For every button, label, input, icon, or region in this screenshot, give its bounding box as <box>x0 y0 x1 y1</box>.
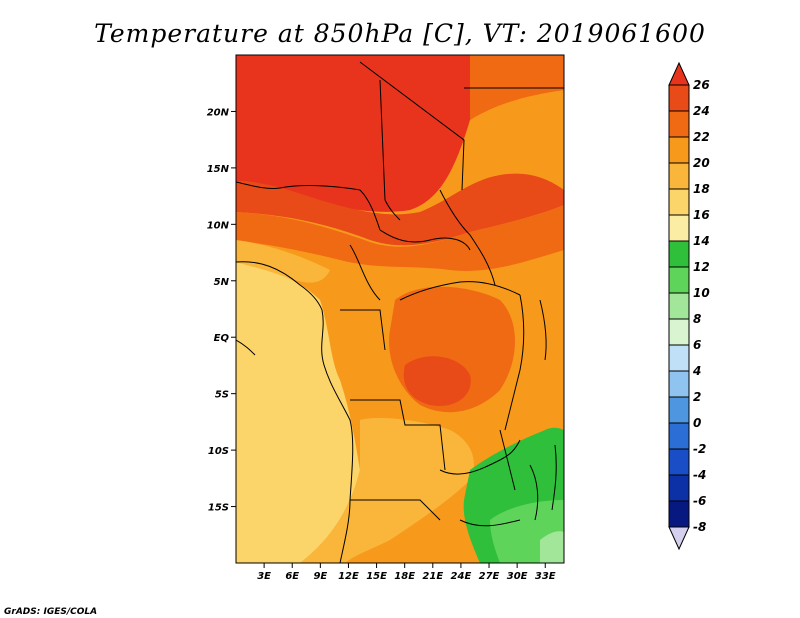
x-tick-label: 9E <box>313 571 327 582</box>
colorbar-segment <box>668 266 690 294</box>
colorbar-label: 2 <box>693 390 701 404</box>
borders <box>236 61 564 563</box>
colorbar-label: -4 <box>693 468 706 482</box>
colorbar-segment <box>668 188 690 216</box>
colorbar-label: 6 <box>693 338 701 352</box>
y-tick-label: 20N <box>207 107 230 118</box>
colorbar-segment <box>668 448 690 476</box>
colorbar-label: -6 <box>693 494 706 508</box>
colorbar-label: 26 <box>693 78 710 92</box>
colorbar-label: 22 <box>693 130 710 144</box>
colorbar-segment <box>668 500 690 528</box>
colorbar-label: 24 <box>693 104 710 118</box>
colorbar-top-arrow <box>668 61 690 86</box>
x-tick-label: 24E <box>451 571 472 582</box>
x-tick-label: 33E <box>535 571 556 582</box>
colorbar-segment <box>668 318 690 346</box>
y-tick-label: 10N <box>207 220 230 231</box>
colorbar-label: 10 <box>693 286 710 300</box>
colorbar-segment <box>668 214 690 242</box>
y-tick-label: EQ <box>214 333 230 344</box>
colorbar-label: 0 <box>693 416 701 430</box>
x-tick-label: 3E <box>257 571 271 582</box>
x-tick-label: 12E <box>338 571 359 582</box>
field-south-inland <box>300 418 474 563</box>
y-tick-label: 5S <box>215 390 229 401</box>
y-tick-label: 15S <box>208 503 229 514</box>
colorbar-label: 4 <box>692 364 701 378</box>
chart-title: Temperature at 850hPa [C], VT: 201906160… <box>94 19 706 48</box>
colorbar-label: 16 <box>693 208 710 222</box>
field-north-band <box>236 173 564 246</box>
x-tick-label: 18E <box>394 571 415 582</box>
colorbar-segment <box>668 110 690 138</box>
colorbar-segment <box>668 474 690 502</box>
field-congo-hot <box>403 356 471 406</box>
x-tick-label: 27E <box>479 571 500 582</box>
colorbar-segment <box>668 136 690 164</box>
colorbar-segment <box>668 422 690 450</box>
colorbar-label: 20 <box>693 156 710 170</box>
colorbar-label: -2 <box>693 442 706 456</box>
field-coast-west <box>236 240 330 283</box>
grads-credit: GrADS: IGES/COLA <box>4 607 97 617</box>
colorbar-segment <box>668 240 690 268</box>
colorbar-label: -8 <box>693 520 706 534</box>
x-tick-label: 30E <box>507 571 528 582</box>
x-tick-label: 15E <box>366 571 387 582</box>
colorbar-segment <box>668 370 690 398</box>
colorbar-segment <box>668 396 690 424</box>
colorbar-label: 8 <box>693 312 701 326</box>
y-tick-label: 10S <box>208 446 229 457</box>
temperature-field <box>236 55 564 563</box>
colorbar-segment <box>668 292 690 320</box>
y-tick-label: 5N <box>214 277 230 288</box>
map-frame <box>235 54 565 564</box>
colorbar-label: 12 <box>693 260 710 274</box>
colorbar-segment <box>668 344 690 372</box>
field-atlantic <box>236 262 360 563</box>
y-axis: 20N 15N 10N 5N EQ 5S 10S 15S <box>207 107 236 514</box>
colorbar-label: 18 <box>693 182 710 196</box>
field-southeast-pale <box>540 531 564 563</box>
colorbar-label: 14 <box>693 234 710 248</box>
x-tick-label: 6E <box>285 571 299 582</box>
colorbar-segment <box>668 84 690 112</box>
x-axis: 3E 6E 9E 12E 15E 18E 21E 24E 27E 30E 33E <box>257 563 556 582</box>
colorbar-segment <box>668 162 690 190</box>
x-tick-label: 21E <box>422 571 443 582</box>
colorbar-bottom-arrow <box>668 526 690 551</box>
y-tick-label: 15N <box>207 164 230 175</box>
